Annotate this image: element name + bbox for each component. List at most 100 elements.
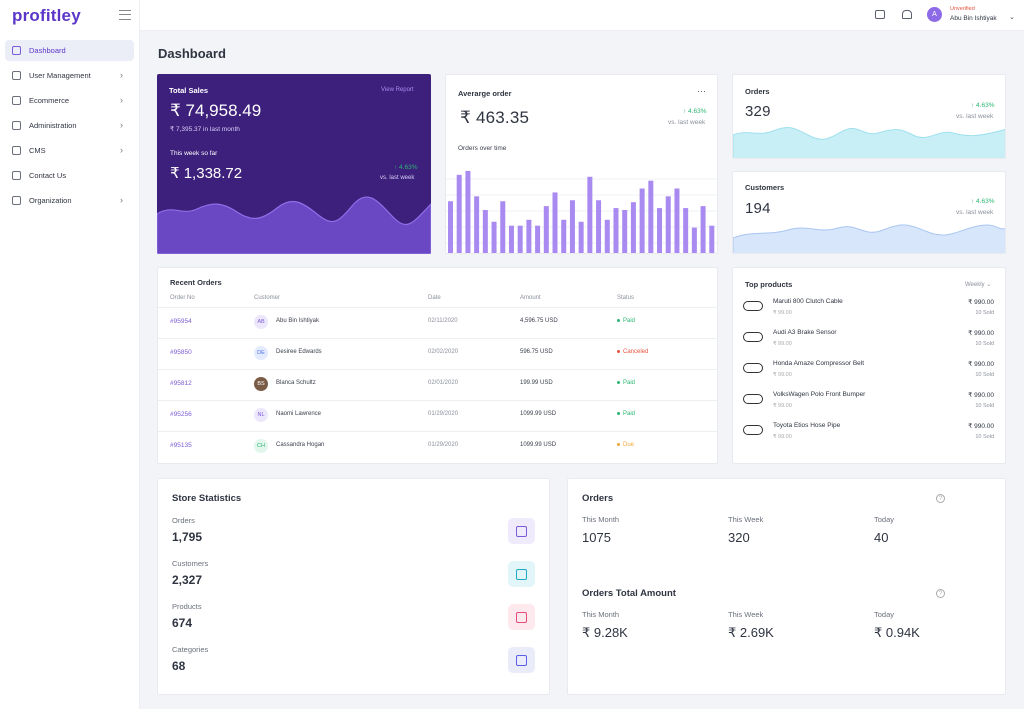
status-dot-icon xyxy=(617,442,620,446)
product-sold-count: 10 Sold xyxy=(975,434,994,440)
customer-name: Abu Bin Ishtiyak xyxy=(276,318,320,324)
card-title: Orders Total Amount xyxy=(582,588,676,599)
summary-value: 1075 xyxy=(582,530,611,545)
card-title: Orders xyxy=(582,493,614,504)
sidebar-item-administration[interactable]: Administration › xyxy=(5,115,134,136)
sidebar-item-contact-us[interactable]: Contact Us xyxy=(5,165,134,186)
product-total-price: ₹ 990.00 xyxy=(968,423,994,430)
customer-name: Cassandra Hogan xyxy=(276,442,325,448)
summary-label: Today xyxy=(874,610,895,619)
sidebar-item-dashboard[interactable]: Dashboard xyxy=(5,40,134,61)
bar xyxy=(535,225,541,253)
sidebar-item-cms[interactable]: CMS › xyxy=(5,140,134,161)
monitor-icon xyxy=(12,146,21,155)
more-icon[interactable]: ⋯ xyxy=(697,86,706,96)
customer-name: Desiree Edwards xyxy=(276,349,322,355)
change-label: vs. last week xyxy=(668,119,706,126)
stat-value: 68 xyxy=(172,659,186,673)
order-id-link[interactable]: #95256 xyxy=(170,411,192,418)
change-up: ↑ 4.63% xyxy=(394,164,418,171)
last-month-text: ₹ 7,395.37 in last month xyxy=(170,126,240,133)
card-title: Store Statistics xyxy=(172,493,242,504)
product-thumbnail-icon xyxy=(743,425,763,435)
change-up: ↑ 4.63% xyxy=(971,102,995,109)
info-icon[interactable]: ? xyxy=(936,589,945,598)
card-title: Total Sales xyxy=(169,86,209,95)
logo[interactable]: profitley xyxy=(12,6,81,25)
bar xyxy=(622,210,628,253)
order-id-link[interactable]: #95954 xyxy=(170,318,192,325)
product-unit-price: ₹ 99.00 xyxy=(773,310,792,316)
server-icon xyxy=(508,647,535,673)
menu-toggle-icon[interactable] xyxy=(119,10,131,20)
summary-value: ₹ 2.69K xyxy=(728,625,774,640)
info-icon[interactable]: ? xyxy=(936,494,945,503)
view-report-link[interactable]: View Report xyxy=(381,87,414,93)
avatar[interactable]: A xyxy=(927,7,942,22)
sidebar-item-label: Dashboard xyxy=(29,46,66,55)
user-name[interactable]: Abu Bin Ishtiyak xyxy=(950,15,997,22)
bar xyxy=(482,210,488,253)
status-badge: Canceled xyxy=(617,349,648,355)
product-name: Honda Amaze Compressor Belt xyxy=(773,360,865,367)
sales-wave-chart xyxy=(157,196,431,254)
bar xyxy=(474,196,480,253)
topbar: A Unverified Abu Bin Ishtiyak ⌄ xyxy=(140,0,1024,31)
bar xyxy=(526,219,532,253)
product-total-price: ₹ 990.00 xyxy=(968,361,994,368)
bar xyxy=(587,176,593,253)
bag-icon xyxy=(12,96,21,105)
status-label: Canceled xyxy=(623,349,649,355)
chevron-right-icon: › xyxy=(120,195,123,205)
summary-value: 40 xyxy=(874,530,889,545)
status-dot-icon xyxy=(617,318,620,322)
user-status: Unverified xyxy=(950,6,975,12)
order-amount: 4,596.75 USD xyxy=(520,318,558,324)
product-unit-price: ₹ 99.00 xyxy=(773,434,792,440)
sidebar-item-user-management[interactable]: User Management › xyxy=(5,65,134,86)
product-sold-count: 10 Sold xyxy=(975,310,994,316)
users-icon xyxy=(12,71,21,80)
order-id-link[interactable]: #95812 xyxy=(170,380,192,387)
bar xyxy=(700,206,706,253)
status-badge: Paid xyxy=(617,380,635,386)
product-total-price: ₹ 990.00 xyxy=(968,299,994,306)
card-title: Customers xyxy=(745,183,785,192)
status-label: Due xyxy=(623,442,635,448)
order-id-link[interactable]: #95850 xyxy=(170,349,192,356)
top-products-card: Top products Weekly ⌄ xyxy=(732,267,1006,464)
chart-icon xyxy=(12,46,21,55)
bar xyxy=(665,196,671,253)
product-unit-price: ₹ 99.00 xyxy=(773,403,792,409)
chevron-right-icon: › xyxy=(120,145,123,155)
stat-value: 674 xyxy=(172,616,193,630)
card-title: Recent Orders xyxy=(170,278,222,287)
chat-icon[interactable] xyxy=(875,10,885,19)
product-name: Audi A3 Brake Sensor xyxy=(773,329,837,336)
bar xyxy=(561,219,567,253)
status-label: Paid xyxy=(623,318,636,324)
avatar: AB xyxy=(254,315,268,329)
order-date: 02/01/2020 xyxy=(428,380,459,386)
stat-value: 1,795 xyxy=(172,530,203,544)
sidebar-item-ecommerce[interactable]: Ecommerce › xyxy=(5,90,134,111)
status-dot-icon xyxy=(617,380,620,384)
bar xyxy=(500,201,506,253)
sidebar-item-label: CMS xyxy=(29,146,46,155)
chevron-right-icon: › xyxy=(120,120,123,130)
sidebar-item-organization[interactable]: Organization › xyxy=(5,190,134,211)
bell-icon[interactable] xyxy=(902,10,912,19)
product-total-price: ₹ 990.00 xyxy=(968,330,994,337)
sidebar-nav: Dashboard User Management › Ecommerce › Ad… xyxy=(5,40,134,215)
chevron-down-icon[interactable]: ⌄ xyxy=(1009,14,1015,21)
status-badge: Paid xyxy=(617,318,635,324)
bar xyxy=(630,202,636,253)
row-divider xyxy=(158,431,718,432)
row-divider xyxy=(158,400,718,401)
weekly-dropdown[interactable]: Weekly ⌄ xyxy=(965,282,992,288)
avatar: BS xyxy=(254,377,268,391)
product-unit-price: ₹ 99.00 xyxy=(773,341,792,347)
card-title: Top products xyxy=(745,280,793,289)
order-id-link[interactable]: #95135 xyxy=(170,442,192,449)
total-sales-card: Total Sales View Report ₹ 74,958.49 ₹ 7,… xyxy=(157,74,431,254)
